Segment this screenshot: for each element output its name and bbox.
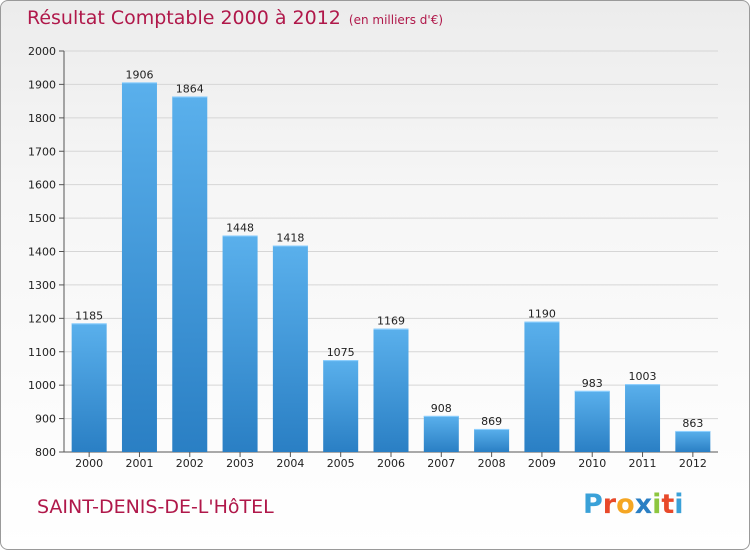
logo-letter: x: [634, 489, 653, 520]
bar-value-label: 1448: [226, 221, 254, 234]
y-tick-label: 1000: [28, 379, 56, 392]
bar: [71, 323, 107, 452]
proxiti-logo: Proxiti: [583, 489, 684, 520]
bar: [625, 384, 661, 452]
bar-value-label: 1169: [377, 315, 405, 328]
bar: [423, 415, 459, 452]
bar: [172, 96, 208, 453]
bar: [574, 390, 610, 452]
bar: [474, 428, 510, 452]
x-tick-label: 2009: [528, 457, 556, 470]
y-tick-label: 1100: [28, 346, 56, 359]
logo-letter: i: [674, 489, 684, 520]
bar-value-label: 863: [682, 417, 703, 430]
x-tick-label: 2001: [125, 457, 153, 470]
logo-letter: o: [616, 489, 635, 520]
bars: [71, 82, 711, 453]
x-tick-label: 2008: [478, 457, 506, 470]
y-tick-label: 1300: [28, 279, 56, 292]
location-name: SAINT-DENIS-DE-L'HôTEL: [37, 496, 274, 518]
y-tick-label: 1600: [28, 179, 56, 192]
bar: [272, 245, 308, 452]
y-tick-label: 1900: [28, 78, 56, 91]
x-tick-label: 2002: [176, 457, 204, 470]
x-tick-label: 2012: [679, 457, 707, 470]
bar-value-label: 1003: [629, 370, 657, 383]
bar: [323, 360, 359, 452]
x-tick-label: 2005: [327, 457, 355, 470]
x-tick-label: 2011: [629, 457, 657, 470]
logo-letter: i: [652, 489, 662, 520]
bar-value-label: 1190: [528, 308, 556, 321]
y-tick-label: 1400: [28, 246, 56, 259]
bar-value-label: 1075: [327, 346, 355, 359]
bar: [373, 328, 409, 452]
x-tick-label: 2003: [226, 457, 254, 470]
bar: [222, 235, 258, 452]
bar-value-label: 1906: [125, 68, 153, 81]
bar-value-label: 983: [582, 377, 603, 390]
chart-subtitle: (en milliers d'€): [348, 13, 444, 27]
y-tick-label: 1500: [28, 212, 56, 225]
y-tick-label: 1200: [28, 312, 56, 325]
x-tick-label: 2007: [427, 457, 455, 470]
x-tick-label: 2006: [377, 457, 405, 470]
bar: [675, 430, 711, 452]
bar-value-label: 869: [481, 415, 502, 428]
x-tick-label: 2010: [578, 457, 606, 470]
bar: [524, 321, 560, 452]
x-tick-label: 2004: [276, 457, 304, 470]
bar-value-label: 1864: [176, 82, 204, 95]
bar-value-label: 1185: [75, 309, 103, 322]
y-tick-label: 2000: [28, 45, 56, 58]
bar: [121, 82, 157, 452]
bar-value-label: 908: [431, 402, 452, 415]
logo-letter: t: [661, 489, 675, 520]
chart-title: Résultat Comptable 2000 à 2012: [27, 7, 341, 29]
axes: 800 900 1000 1100 1200 1300 1400 1500 1600 1700 18…: [28, 45, 718, 470]
logo-letter: r: [602, 489, 617, 520]
labels: 1185 1906 1864 1448 1418 1075 1169 908 869 1190 98…: [75, 68, 703, 430]
x-tick-label: 2000: [75, 457, 103, 470]
bar-value-label: 1418: [276, 231, 304, 244]
title-row: Résultat Comptable 2000 à 2012 (en millie…: [27, 7, 443, 29]
y-tick-label: 1700: [28, 145, 56, 158]
y-tick-label: 1800: [28, 112, 56, 125]
y-tick-label: 900: [35, 413, 56, 426]
y-tick-label: 800: [35, 446, 56, 459]
logo-letter: P: [583, 489, 603, 520]
